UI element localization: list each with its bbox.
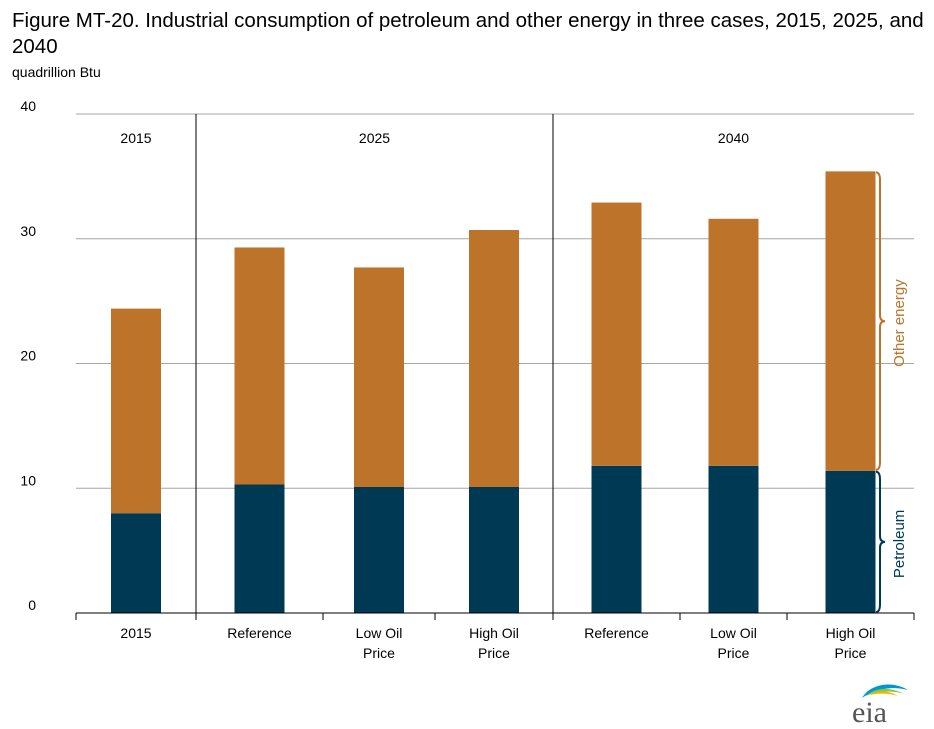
x-category-label: Reference [584, 625, 649, 641]
bar-other-energy [234, 247, 285, 485]
bar-petroleum [354, 487, 404, 613]
eia-logo-swoosh-blue [862, 684, 908, 698]
bar-petroleum [234, 484, 285, 613]
y-axis-units: quadrillion Btu [12, 64, 101, 80]
bar-petroleum [111, 513, 161, 613]
bar-other-energy [354, 267, 404, 488]
bars [111, 171, 876, 613]
axes [75, 612, 915, 620]
legend-petroleum: Petroleum [891, 510, 908, 578]
bar-other-energy [111, 308, 161, 514]
x-category-label: Reference [227, 625, 292, 641]
legend: Other energy Petroleum [875, 171, 908, 613]
x-category-label: High Oil Price [469, 625, 519, 661]
x-category-label: Low Oil Price [356, 625, 403, 661]
x-category-label: 2015 [120, 625, 151, 641]
group-label: 2025 [359, 130, 390, 146]
bar-petroleum [591, 465, 642, 613]
petroleum-bracket [875, 470, 886, 613]
labels: 0 10 20 30 40 2015 2025 2040 2015 Reference Low Oi… [20, 98, 875, 661]
eia-logo-swoosh-green [866, 688, 904, 696]
x-category-label: Low Oil Price [710, 625, 757, 661]
group-label: 2015 [120, 130, 151, 146]
legend-other-energy: Other energy [891, 279, 908, 367]
y-tick-label: 20 [20, 348, 36, 364]
bar-other-energy [591, 202, 642, 466]
bar-other-energy [825, 171, 876, 471]
x-category-label: High Oil Price [826, 625, 876, 661]
chart-title: Figure MT-20. Industrial consumption of … [12, 9, 924, 58]
y-tick-label: 40 [20, 98, 36, 114]
bar-petroleum [708, 465, 759, 613]
group-separators [195, 114, 554, 613]
y-tick-label: 30 [20, 223, 36, 239]
eia-logo: eia [852, 684, 908, 726]
y-tick-label: 0 [28, 597, 36, 613]
other-energy-bracket [875, 171, 886, 471]
bar-other-energy [469, 230, 519, 488]
bar-other-energy [708, 218, 759, 466]
eia-logo-text: eia [852, 696, 887, 726]
bar-petroleum [825, 470, 876, 613]
y-tick-label: 10 [20, 472, 36, 488]
eia-logo-swoosh-yellow [870, 691, 898, 696]
group-label: 2040 [718, 130, 749, 146]
bar-petroleum [469, 487, 519, 613]
